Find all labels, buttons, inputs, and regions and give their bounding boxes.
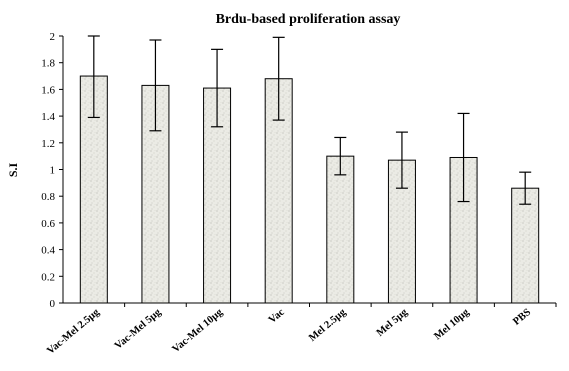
y-axis: 0 0.2 0.4 0.6 0.8 1 1.2 1.4 1.6 1.8 2	[41, 31, 63, 310]
x-tick-label: Mel 10µg	[432, 306, 472, 342]
x-tick-label: Vac-Mel 10µg	[170, 306, 225, 355]
y-tick-label: 1.2	[41, 138, 55, 150]
x-tick-label: PBS	[511, 307, 533, 328]
chart-title: Brdu-based proliferation assay	[216, 12, 401, 27]
y-tick-label: 1.4	[41, 111, 55, 123]
bars	[79, 75, 540, 304]
y-tick-label: 0.4	[41, 245, 55, 257]
y-tick-label: 1.8	[41, 58, 55, 70]
y-tick-label: 1.6	[41, 84, 55, 96]
y-tick-label: 0.6	[41, 218, 55, 230]
y-tick-label: 0	[50, 298, 56, 310]
x-tick-label: Vac-Mel 5µg	[113, 306, 164, 351]
bar	[511, 187, 540, 304]
x-tick-label: Mel 2.5µg	[307, 306, 349, 344]
x-tick-label: Mel 5µg	[375, 306, 411, 338]
y-tick-label: 0.8	[41, 191, 55, 203]
bar	[326, 155, 355, 304]
y-axis-label: S.I	[6, 162, 20, 177]
error-bars	[87, 35, 532, 205]
y-tick-label: 0.2	[41, 271, 55, 283]
y-tick-label: 1	[50, 165, 56, 177]
y-tick-label: 2	[50, 31, 56, 43]
x-axis: Vac-Mel 2.5µg Vac-Mel 5µg Vac-Mel 10µg Vac M…	[45, 303, 557, 357]
x-tick-label: Vac-Mel 2.5µg	[45, 306, 102, 356]
x-tick-label: Vac	[267, 307, 287, 326]
